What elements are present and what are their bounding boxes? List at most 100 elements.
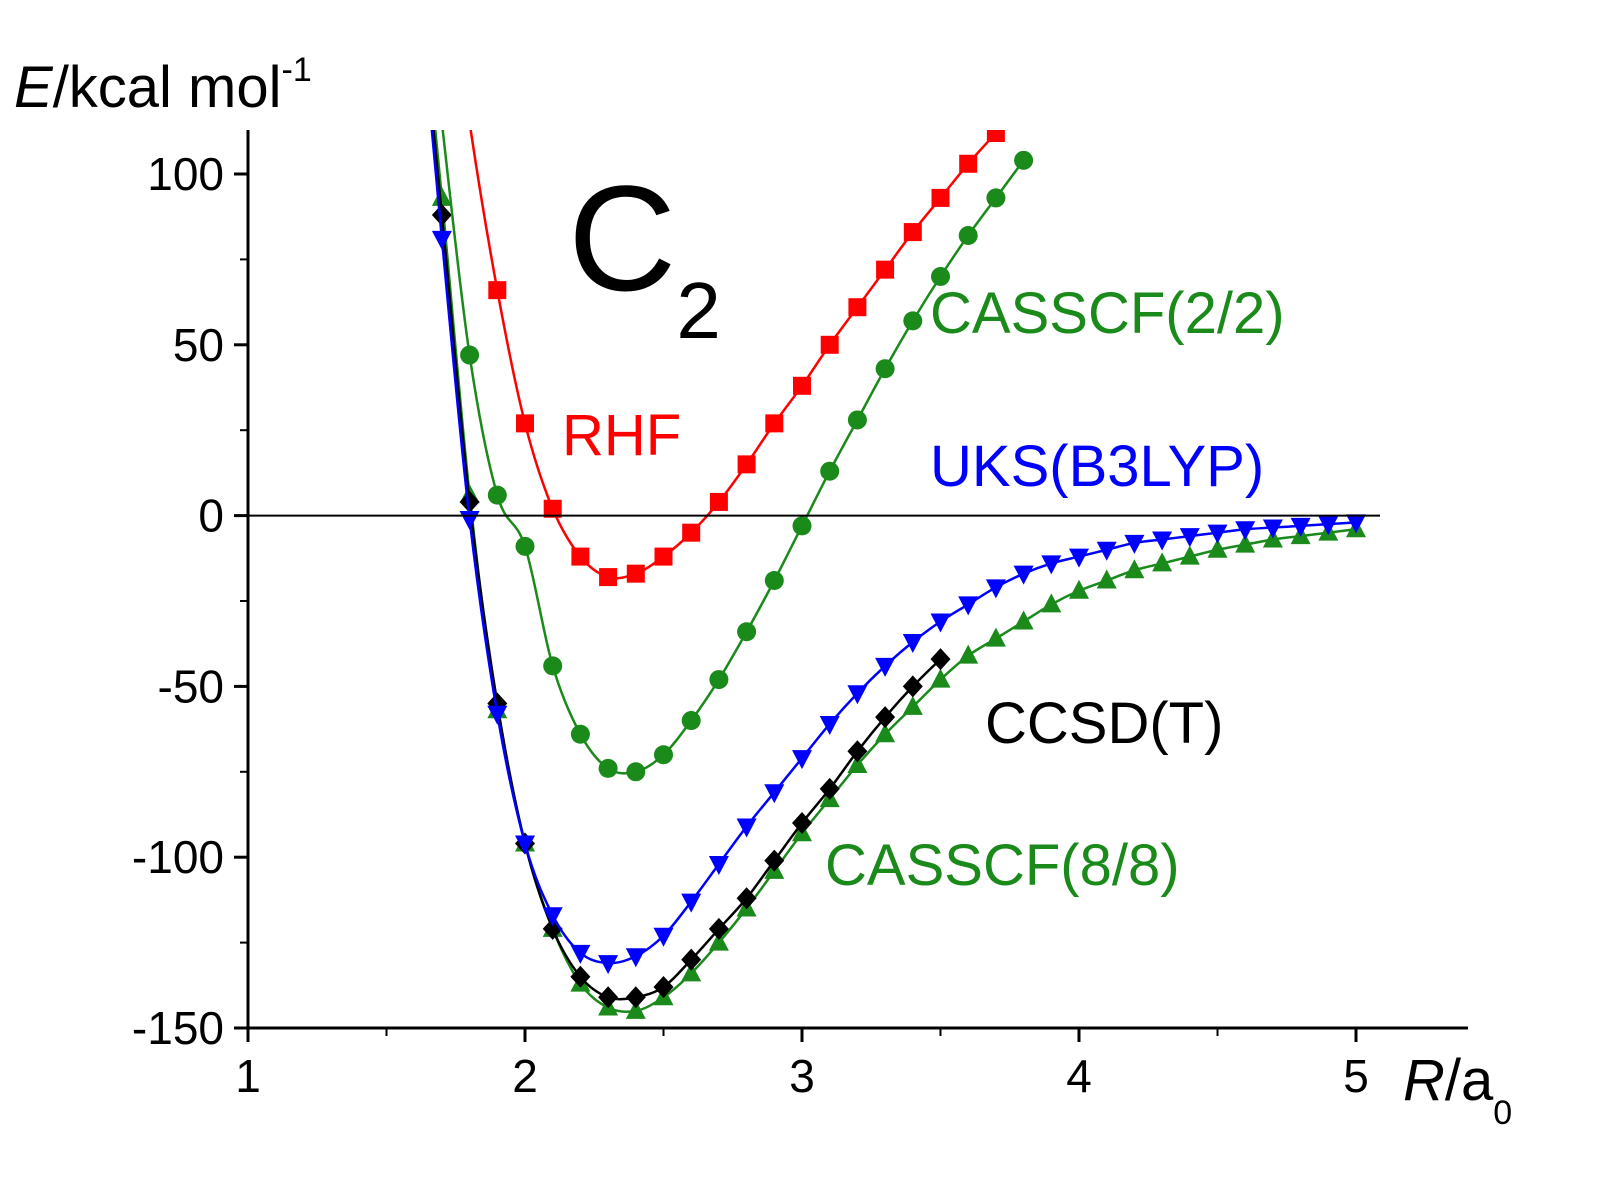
data-point — [1235, 533, 1256, 553]
data-point — [570, 965, 591, 988]
data-point — [985, 579, 1006, 599]
data-point — [654, 547, 673, 566]
data-point — [736, 887, 757, 910]
data-point — [543, 656, 563, 676]
data-point — [902, 675, 923, 698]
data-point — [930, 613, 951, 633]
data-point — [1207, 524, 1228, 544]
data-point — [903, 223, 922, 242]
data-point — [1290, 517, 1311, 537]
data-point — [681, 948, 702, 971]
x-tick-label: 1 — [235, 1050, 261, 1102]
data-point — [930, 668, 951, 688]
y-axis-unit: /kcal mol — [53, 55, 282, 120]
data-point — [819, 777, 840, 800]
data-point — [1124, 559, 1145, 579]
data-point — [958, 596, 979, 616]
data-point — [902, 695, 923, 715]
data-point — [459, 490, 480, 513]
data-point — [1152, 531, 1173, 551]
y-axis-var: E — [14, 55, 54, 120]
series-0 — [469, 130, 1005, 587]
data-point — [930, 648, 951, 671]
data-point — [681, 962, 702, 982]
data-point — [708, 917, 729, 940]
x-tick-label: 2 — [512, 1050, 538, 1102]
data-point — [986, 188, 1006, 208]
data-point — [848, 298, 867, 317]
data-point — [708, 931, 729, 951]
data-point — [1124, 534, 1145, 554]
data-point — [737, 455, 756, 474]
data-point — [764, 784, 785, 804]
x-axis-unit: /a — [1445, 1048, 1494, 1113]
y-tick-label: -50 — [158, 660, 224, 712]
data-point — [682, 523, 701, 542]
data-point — [819, 715, 840, 735]
data-point — [625, 986, 646, 1009]
data-point — [875, 706, 896, 729]
data-point — [515, 835, 535, 855]
data-point — [820, 335, 839, 354]
data-point — [570, 724, 590, 744]
data-point — [1346, 514, 1366, 534]
data-point — [1013, 565, 1034, 585]
series-label-ccsd-t: CCSD(T) — [985, 691, 1223, 756]
data-point — [931, 266, 950, 286]
data-point — [431, 230, 452, 250]
data-point — [570, 944, 591, 964]
chart-title-subscript: 2 — [676, 266, 721, 355]
data-point — [1318, 516, 1339, 536]
data-point — [1069, 579, 1089, 599]
y-axis-unit-exponent: -1 — [282, 51, 312, 89]
data-point — [764, 571, 784, 591]
data-point — [875, 657, 896, 677]
data-point — [1041, 555, 1062, 575]
data-point — [792, 750, 812, 770]
data-point — [847, 753, 868, 773]
data-point — [1207, 538, 1228, 558]
data-point — [1041, 593, 1062, 613]
data-point — [959, 154, 978, 173]
data-point — [958, 644, 979, 664]
data-point — [876, 260, 895, 279]
data-point — [571, 547, 590, 566]
data-point — [460, 345, 480, 365]
data-point — [599, 568, 618, 587]
data-point — [488, 281, 507, 300]
data-point — [1096, 541, 1117, 561]
y-tick-label: -150 — [132, 1002, 224, 1054]
y-tick-label: 100 — [147, 148, 224, 200]
data-point — [1152, 552, 1173, 572]
series-1 — [441, 130, 1034, 782]
y-tick-label: 50 — [173, 319, 224, 371]
data-point — [1179, 528, 1200, 548]
data-point — [681, 893, 702, 913]
data-point — [1014, 150, 1034, 170]
data-point — [1013, 610, 1034, 630]
data-point — [626, 762, 646, 782]
data-point — [709, 492, 728, 511]
data-point — [459, 511, 480, 531]
chart-title: C2 — [568, 154, 721, 355]
data-point — [515, 536, 535, 556]
x-tick-label: 4 — [1066, 1050, 1092, 1102]
data-point — [985, 627, 1006, 647]
series-label-casscf-2-2: CASSCF(2/2) — [930, 281, 1285, 346]
series-label-uks-b3lyp: UKS(B3LYP) — [930, 434, 1264, 499]
data-point — [1235, 521, 1256, 541]
x-axis-var: R — [1403, 1048, 1445, 1113]
data-point — [431, 203, 452, 226]
data-point — [626, 564, 645, 583]
chart-title-main: C — [568, 154, 676, 322]
x-axis-title: R/a0 — [1403, 1048, 1512, 1132]
data-point — [792, 812, 812, 835]
data-point — [681, 711, 701, 731]
y-tick-label: -100 — [132, 831, 224, 883]
data-point — [875, 723, 896, 743]
x-tick-label: 5 — [1343, 1050, 1369, 1102]
series-label-casscf-8-8: CASSCF(8/8) — [825, 833, 1180, 898]
data-point — [653, 976, 674, 999]
data-point — [986, 130, 1005, 143]
